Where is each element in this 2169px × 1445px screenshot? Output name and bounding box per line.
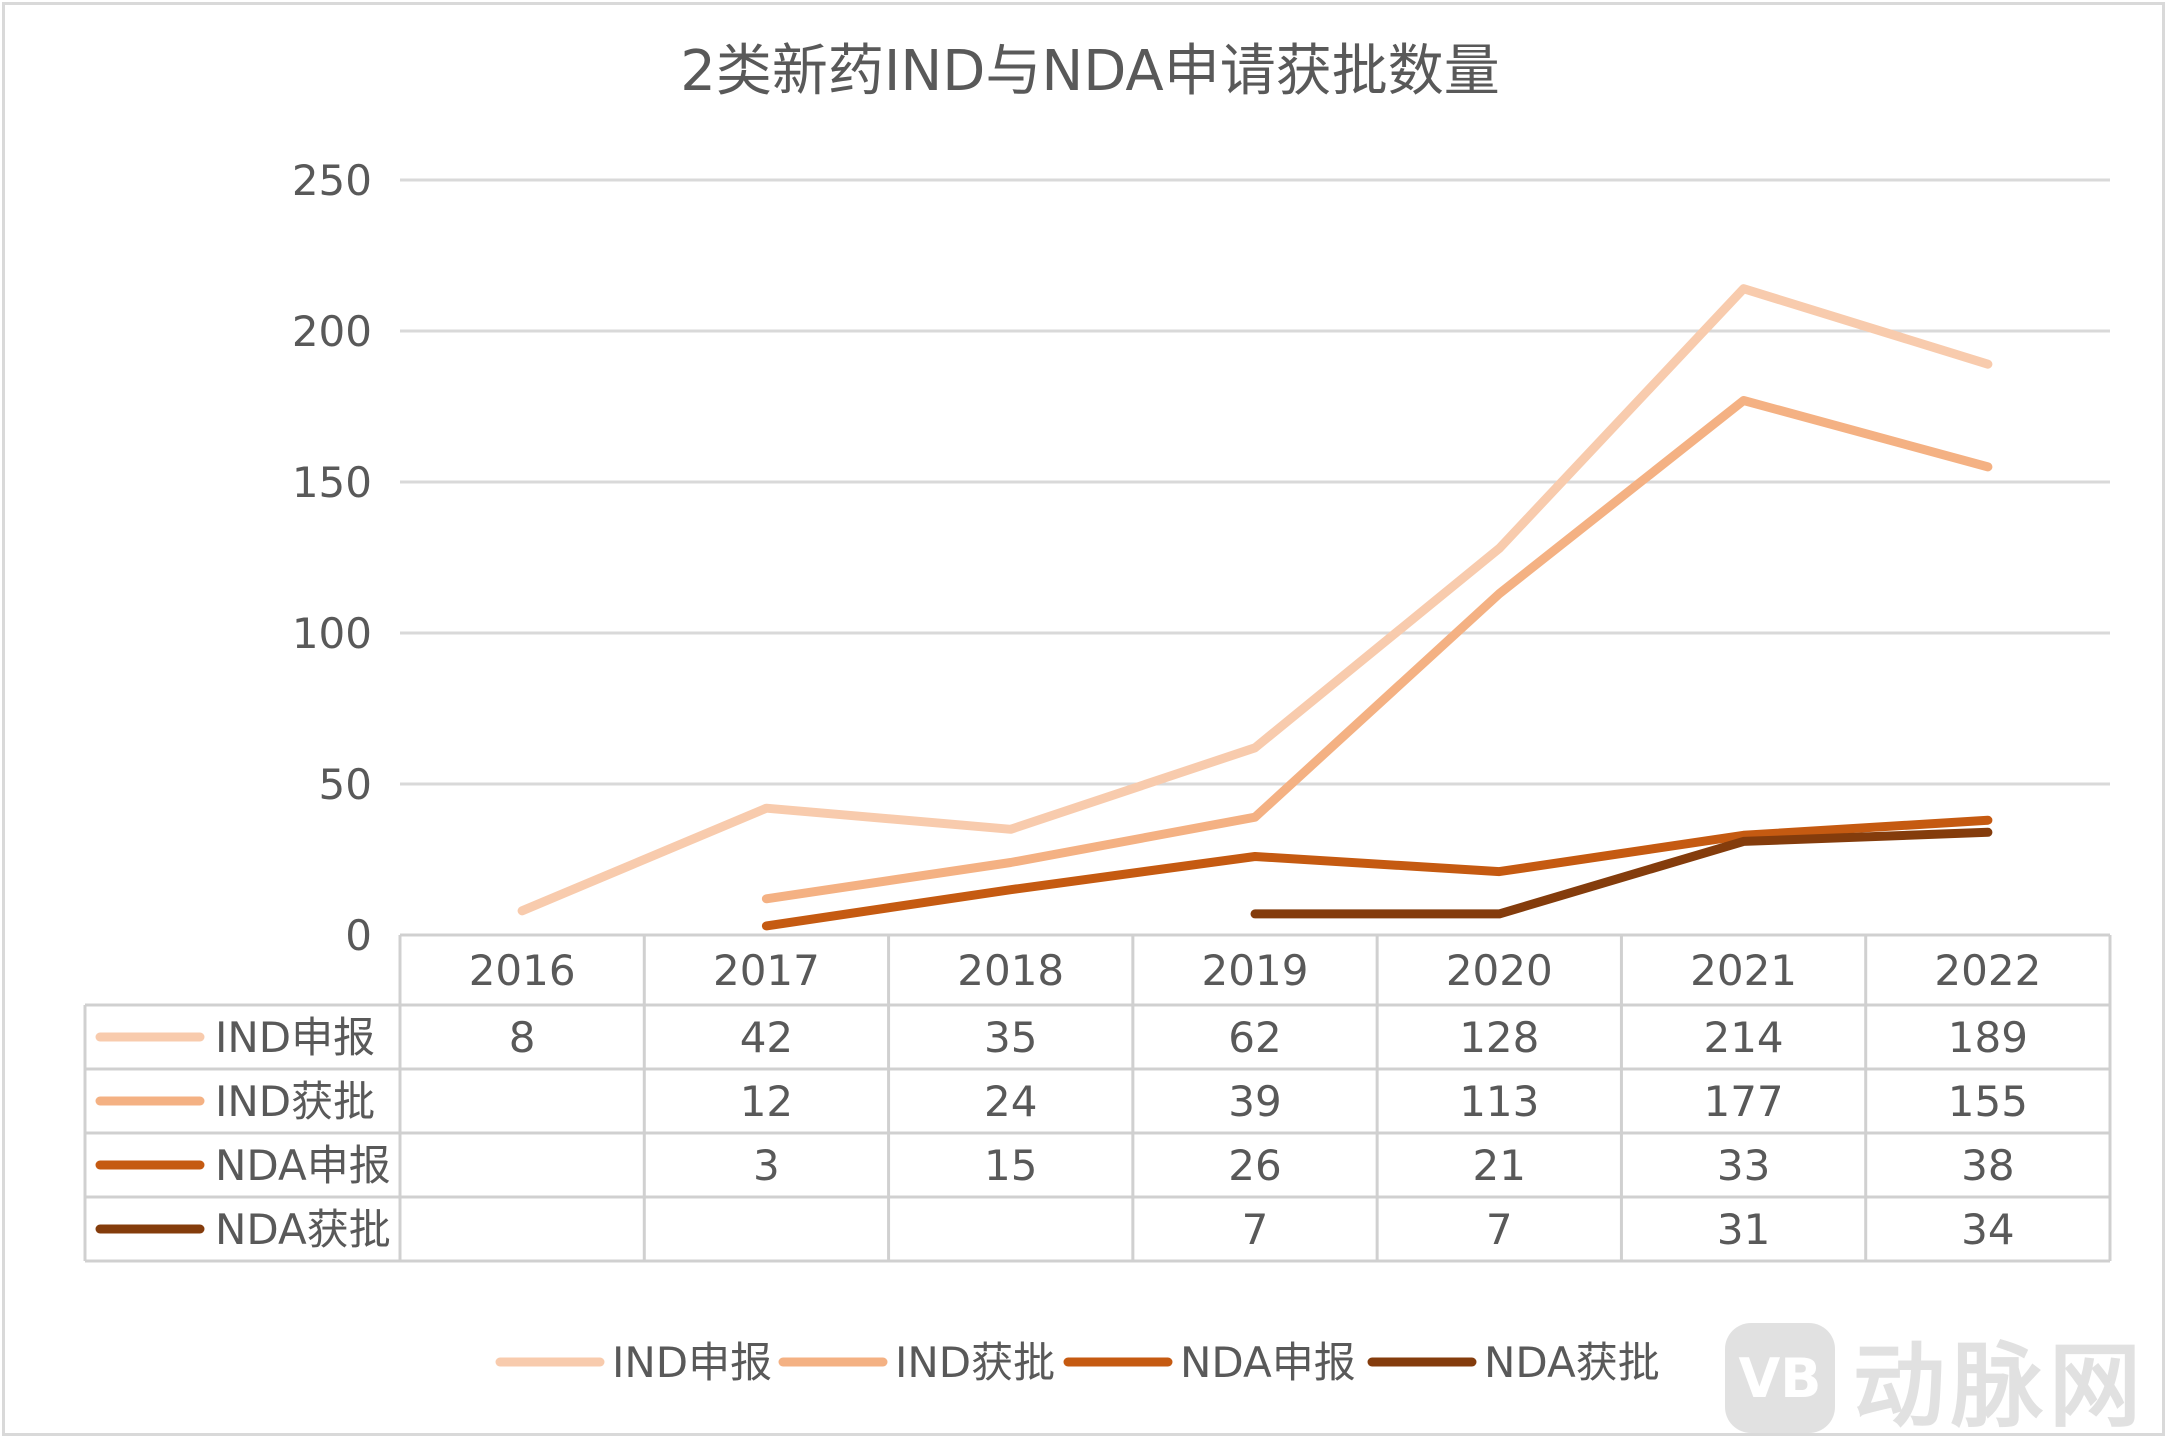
legend-label: IND申报: [612, 1338, 772, 1387]
data-label: 34: [1961, 1205, 2014, 1254]
watermark-logo: VB 动脉网: [1725, 1318, 2147, 1440]
data-label: 3: [753, 1141, 780, 1190]
data-label: 33: [1717, 1141, 1770, 1190]
data-label: 62: [1228, 1013, 1281, 1062]
legend-label: NDA获批: [1484, 1338, 1660, 1387]
data-table: 2016 2017 2018 2019 2020 2021 2022 IND申报 8 42 35 62…: [83, 933, 2112, 1263]
data-label: 21: [1473, 1141, 1526, 1190]
series-line: [517, 284, 1993, 916]
data-label: 155: [1948, 1077, 2028, 1126]
data-label: 31: [1717, 1205, 1770, 1254]
y-tick-label: 200: [292, 307, 372, 356]
series-lines: [517, 284, 1993, 931]
data-label: 15: [984, 1141, 1037, 1190]
series-line: [1250, 827, 1993, 919]
data-label: 113: [1459, 1077, 1539, 1126]
data-label: 189: [1948, 1013, 2028, 1062]
data-label: 35: [984, 1013, 1037, 1062]
x-tick-label: 2022: [1934, 946, 2041, 995]
row-label: IND获批: [215, 1077, 375, 1126]
row-label: NDA申报: [215, 1141, 391, 1190]
gridlines: [400, 178, 2110, 786]
y-tick-label: 250: [292, 156, 372, 205]
legend-label: NDA申报: [1180, 1338, 1356, 1387]
y-tick-label: 50: [319, 760, 372, 809]
data-label: 128: [1459, 1013, 1539, 1062]
x-tick-label: 2021: [1690, 946, 1797, 995]
watermark-text: 动脉网: [1853, 1332, 2148, 1440]
watermark-mark: VB: [1725, 1323, 1835, 1433]
data-label: 8: [509, 1013, 536, 1062]
data-label: 177: [1703, 1077, 1783, 1126]
y-tick-label: 100: [292, 609, 372, 658]
legend: IND申报 IND获批 NDA申报 NDA获批: [495, 1338, 1660, 1387]
chart-title: 2类新药IND与NDA申请获批数量: [680, 39, 1500, 104]
x-tick-label: 2016: [469, 946, 576, 995]
data-label: 24: [984, 1077, 1037, 1126]
y-tick-label: 150: [292, 458, 372, 507]
x-tick-label: 2020: [1446, 946, 1553, 995]
y-tick-label: 0: [345, 911, 372, 960]
series-line: [761, 815, 1993, 931]
data-label: 38: [1961, 1141, 2014, 1190]
data-label: 39: [1228, 1077, 1281, 1126]
data-label: 214: [1703, 1013, 1783, 1062]
row-label: IND申报: [215, 1013, 375, 1062]
y-axis-ticks: 0 50 100 150 200 250: [292, 156, 372, 960]
row-label: NDA获批: [215, 1205, 391, 1254]
data-label: 7: [1242, 1205, 1269, 1254]
data-label: 42: [740, 1013, 793, 1062]
data-label: 7: [1486, 1205, 1513, 1254]
x-tick-label: 2018: [957, 946, 1064, 995]
x-tick-label: 2017: [713, 946, 820, 995]
data-label: 12: [740, 1077, 793, 1126]
x-tick-label: 2019: [1202, 946, 1309, 995]
legend-label: IND获批: [895, 1338, 1055, 1387]
series-line: [761, 396, 1993, 904]
data-label: 26: [1228, 1141, 1281, 1190]
